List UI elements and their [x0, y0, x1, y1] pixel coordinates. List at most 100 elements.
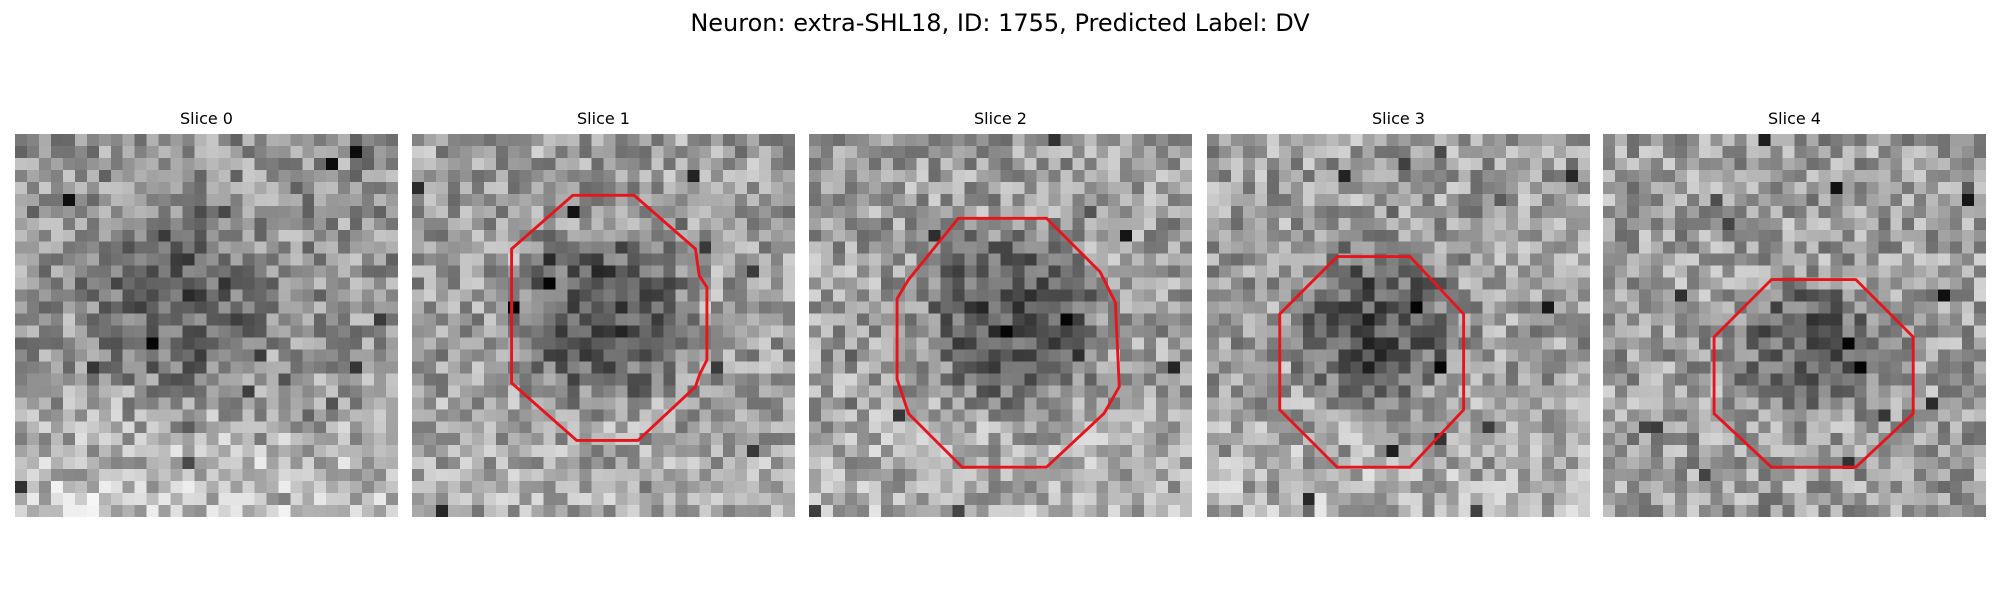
- pixel: [362, 145, 375, 159]
- pixel: [1218, 181, 1232, 195]
- pixel: [447, 421, 461, 434]
- pixel: [471, 409, 485, 422]
- pixel: [1326, 313, 1339, 326]
- pixel: [1290, 313, 1303, 326]
- pixel: [1012, 421, 1025, 434]
- pixel: [50, 169, 64, 183]
- pixel: [615, 385, 628, 398]
- pixel: [1554, 157, 1567, 171]
- pixel: [471, 337, 485, 350]
- pixel: [1302, 241, 1315, 254]
- pixel: [783, 193, 795, 207]
- pixel: [1758, 181, 1771, 195]
- pixel: [1674, 421, 1687, 434]
- pixel: [856, 409, 870, 422]
- pixel: [591, 505, 604, 517]
- pixel: [266, 169, 279, 183]
- pixel: [278, 145, 291, 159]
- pixel: [976, 145, 989, 159]
- pixel: [374, 457, 387, 470]
- pixel: [1770, 193, 1783, 207]
- pixel: [904, 193, 917, 207]
- pixel: [1974, 409, 1986, 422]
- pixel: [1207, 421, 1220, 434]
- pixel: [1770, 205, 1783, 218]
- pixel: [1084, 277, 1097, 290]
- pixel: [1434, 337, 1447, 350]
- pixel: [86, 301, 99, 314]
- pixel: [134, 289, 147, 302]
- pixel: [26, 493, 40, 506]
- pixel: [146, 373, 159, 386]
- pixel: [38, 445, 52, 458]
- pixel: [110, 505, 123, 517]
- pixel: [1048, 349, 1061, 362]
- pixel: [832, 325, 846, 338]
- pixel: [1806, 241, 1819, 254]
- pixel: [832, 361, 846, 374]
- pixel: [555, 229, 568, 242]
- pixel: [783, 445, 795, 458]
- pixel: [15, 397, 28, 410]
- pixel: [1218, 157, 1232, 171]
- pixel: [423, 217, 437, 230]
- pixel: [1266, 301, 1280, 314]
- pixel: [1326, 193, 1339, 207]
- pixel: [1168, 397, 1181, 410]
- pixel: [1362, 217, 1375, 230]
- pixel: [651, 265, 664, 278]
- pixel: [1060, 134, 1073, 147]
- pixel: [1218, 445, 1232, 458]
- pixel: [1470, 481, 1483, 494]
- pixel: [1962, 181, 1975, 195]
- pixel: [1710, 349, 1723, 362]
- pixel: [759, 481, 772, 494]
- pixel: [1036, 157, 1049, 171]
- pixel: [832, 157, 846, 171]
- pixel: [1207, 349, 1220, 362]
- pixel: [1446, 217, 1459, 230]
- pixel: [435, 505, 449, 517]
- pixel: [1446, 205, 1459, 218]
- pixel: [86, 457, 99, 470]
- pixel: [507, 265, 520, 278]
- pixel: [1072, 145, 1085, 159]
- pixel: [1662, 349, 1676, 362]
- pixel: [1326, 469, 1339, 482]
- pixel: [1398, 373, 1411, 386]
- pixel: [699, 457, 712, 470]
- pixel: [555, 289, 568, 302]
- pixel: [1842, 229, 1855, 242]
- pixel: [1326, 433, 1339, 446]
- pixel: [1962, 277, 1975, 290]
- pixel: [1542, 385, 1555, 398]
- pixel: [1782, 145, 1795, 159]
- pixel: [374, 289, 387, 302]
- pixel: [314, 169, 327, 183]
- pixel: [1506, 505, 1519, 517]
- pixel: [326, 265, 339, 278]
- pixel: [1494, 433, 1507, 446]
- pixel: [74, 313, 88, 326]
- pixel: [435, 289, 449, 302]
- pixel: [1530, 445, 1543, 458]
- pixel: [218, 217, 231, 230]
- pixel: [1096, 493, 1109, 506]
- pixel: [1950, 253, 1963, 266]
- pixel: [663, 469, 676, 482]
- pixel: [1770, 349, 1783, 362]
- pixel: [1254, 433, 1268, 446]
- pixel: [1096, 265, 1109, 278]
- pixel: [531, 265, 544, 278]
- pixel: [218, 205, 231, 218]
- pixel: [1180, 181, 1192, 195]
- pixel: [194, 181, 207, 195]
- pixel: [1962, 205, 1975, 218]
- pixel: [15, 181, 28, 195]
- pixel: [904, 289, 917, 302]
- pixel: [362, 253, 375, 266]
- pixel: [1242, 457, 1256, 470]
- pixel: [928, 385, 941, 398]
- pixel: [1603, 421, 1616, 434]
- pixel: [62, 325, 76, 338]
